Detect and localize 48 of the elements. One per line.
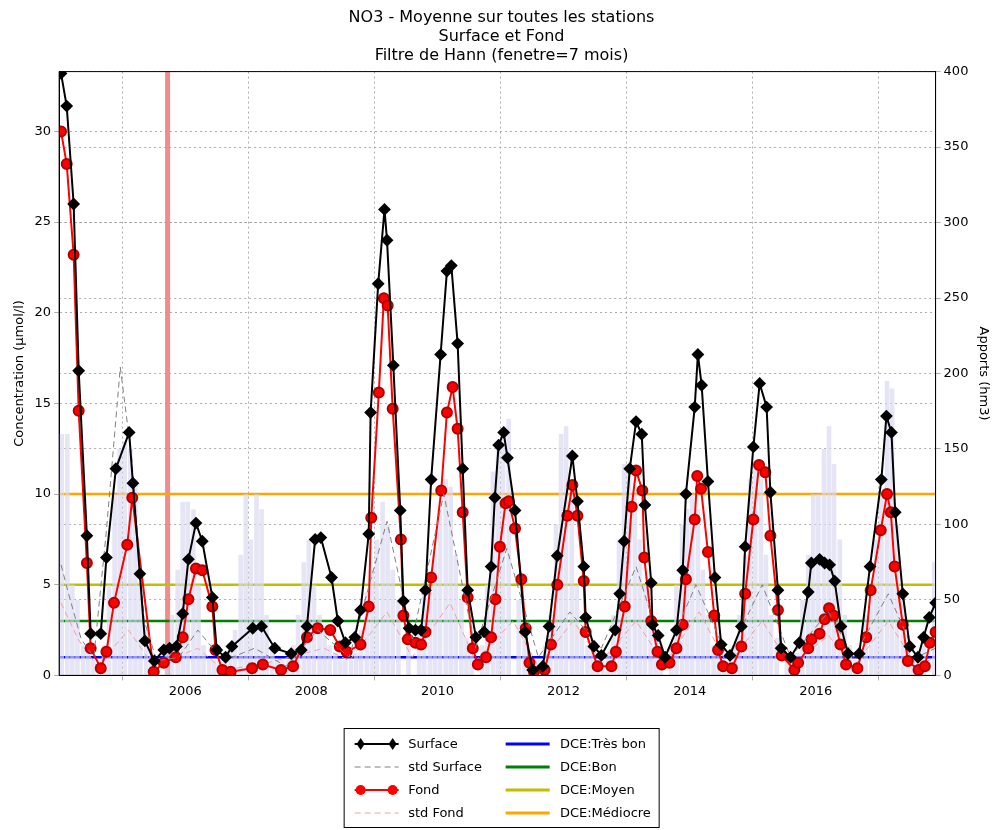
bar [238,554,244,675]
y-tick-label: 25 [34,213,52,229]
y2-tick-label: 100 [943,515,969,531]
bar [201,645,206,675]
y-tick-label: 5 [42,576,52,592]
bar [448,486,454,675]
legend-label: std Fond [408,805,464,820]
bar [70,584,75,675]
legend-label: Surface [408,736,458,751]
y-axis-title: Concentration (µmol/l) [11,300,27,447]
text: Filtre de Hann (fenetre=7 mois) [374,45,629,65]
bar [65,433,70,675]
y2-tick-label: 0 [943,666,952,682]
y2-tick-label: 50 [943,591,961,607]
y2-tick-label: 150 [943,440,969,456]
y2-tick-label: 350 [943,138,969,154]
y2-tick-label: 400 [943,62,969,78]
y-tick-label: 30 [34,122,52,138]
y2-tick-label: 300 [943,213,969,229]
y-tick-label: 10 [34,485,52,501]
legend-label: DCE:Médiocre [559,805,651,820]
y2-tick-label: 250 [943,289,969,305]
bar [327,645,332,675]
legend-label: Fond [408,782,440,797]
text: NO3 - Moyenne sur toutes les stations [348,6,655,26]
x-tick-label: 2012 [547,682,581,698]
x-tick-label: 2016 [799,682,833,698]
legend-label: std Surface [408,759,482,774]
x-tick-label: 2006 [168,682,202,698]
y-tick-label: 15 [34,394,52,410]
bar [206,660,212,675]
x-tick-label: 2010 [420,682,455,698]
bar [380,501,385,675]
legend-label: DCE:Bon [559,759,617,774]
bar [453,554,459,675]
y2-axis-title: Apports (hm3) [976,326,992,421]
y-tick-label: 0 [42,666,52,682]
bar [75,599,80,675]
legend-label: DCE:Moyen [559,782,635,797]
bar [196,584,201,675]
y-tick-label: 20 [34,304,52,320]
y2-tick-label: 200 [943,364,969,380]
x-tick-label: 2008 [294,682,328,698]
text: Surface et Fond [438,25,565,45]
legend-label: DCE:Très bon [559,736,647,751]
x-tick-label: 2014 [673,682,707,698]
bar [390,569,396,675]
bar [385,524,390,675]
